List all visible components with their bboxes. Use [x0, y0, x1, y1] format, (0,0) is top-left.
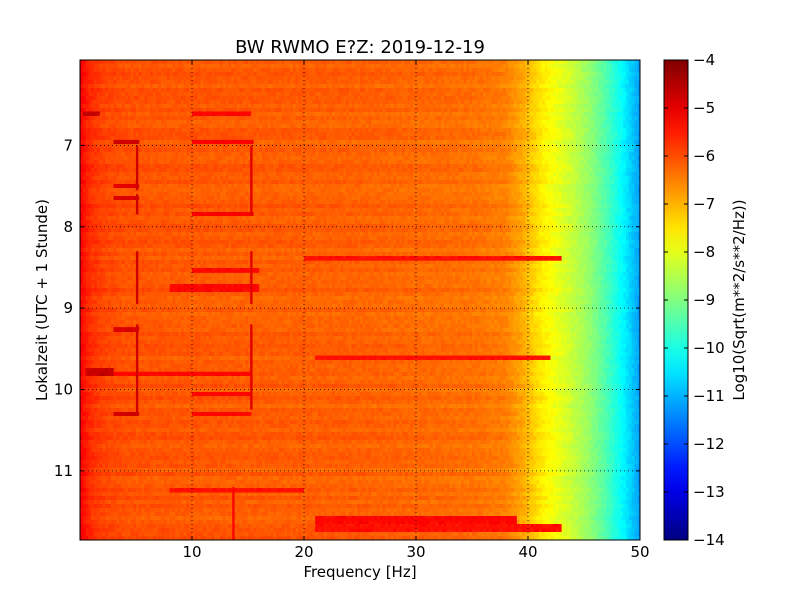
heatmap-cells — [80, 60, 641, 541]
chart-title: BW RWMO E?Z: 2019-12-19 — [235, 37, 485, 58]
